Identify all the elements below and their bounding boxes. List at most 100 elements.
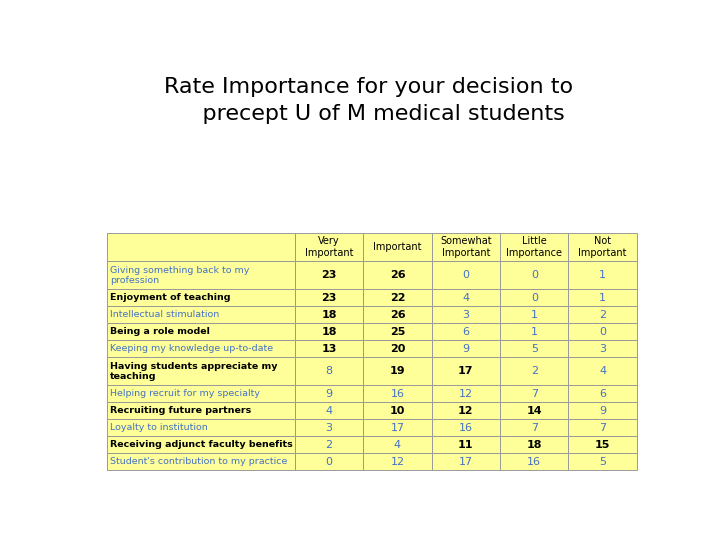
Bar <box>569 419 637 436</box>
Bar <box>107 323 295 340</box>
Text: 14: 14 <box>526 406 542 416</box>
Bar <box>364 385 432 402</box>
Bar <box>295 357 364 385</box>
Bar <box>364 340 432 357</box>
Bar <box>364 453 432 470</box>
Bar <box>295 261 364 289</box>
Bar <box>432 261 500 289</box>
Text: 17: 17 <box>459 457 473 467</box>
Bar <box>107 233 295 261</box>
Bar <box>500 323 569 340</box>
Text: Keeping my knowledge up-to-date: Keeping my knowledge up-to-date <box>110 344 273 353</box>
Text: 0: 0 <box>531 293 538 303</box>
Text: Being a role model: Being a role model <box>110 327 210 336</box>
Text: 23: 23 <box>321 293 337 303</box>
Bar <box>500 233 569 261</box>
Bar <box>107 340 295 357</box>
Text: 19: 19 <box>390 366 405 376</box>
Bar <box>295 306 364 323</box>
Bar <box>107 289 295 306</box>
Text: 10: 10 <box>390 406 405 416</box>
Bar <box>364 306 432 323</box>
Text: 20: 20 <box>390 344 405 354</box>
Bar <box>107 436 295 453</box>
Bar <box>500 306 569 323</box>
Text: 1: 1 <box>599 270 606 280</box>
Bar <box>500 402 569 419</box>
Text: Student's contribution to my practice: Student's contribution to my practice <box>110 457 287 466</box>
Bar <box>569 402 637 419</box>
Text: 4: 4 <box>394 440 401 450</box>
Text: 3: 3 <box>599 344 606 354</box>
Bar <box>295 385 364 402</box>
Bar <box>432 233 500 261</box>
Text: Somewhat
Important: Somewhat Important <box>440 237 492 258</box>
Bar <box>500 340 569 357</box>
Text: 4: 4 <box>462 293 469 303</box>
Text: 26: 26 <box>390 270 405 280</box>
Bar <box>569 323 637 340</box>
Bar <box>107 453 295 470</box>
Text: 9: 9 <box>462 344 469 354</box>
Bar <box>500 385 569 402</box>
Text: 17: 17 <box>390 423 405 433</box>
Bar <box>569 385 637 402</box>
Bar <box>295 323 364 340</box>
Bar <box>107 419 295 436</box>
Text: 2: 2 <box>599 310 606 320</box>
Bar <box>432 419 500 436</box>
Bar <box>432 340 500 357</box>
Bar <box>364 233 432 261</box>
Bar <box>364 323 432 340</box>
Text: 4: 4 <box>325 406 333 416</box>
Text: Rate Importance for your decision to
    precept U of M medical students: Rate Importance for your decision to pre… <box>164 77 574 124</box>
Text: 22: 22 <box>390 293 405 303</box>
Text: 8: 8 <box>325 366 333 376</box>
Text: 1: 1 <box>599 293 606 303</box>
Text: 5: 5 <box>531 344 538 354</box>
Text: 26: 26 <box>390 310 405 320</box>
Bar <box>364 402 432 419</box>
Text: Having students appreciate my
teaching: Having students appreciate my teaching <box>110 362 278 381</box>
Bar <box>432 289 500 306</box>
Bar <box>569 436 637 453</box>
Bar <box>569 233 637 261</box>
Text: 18: 18 <box>321 327 337 337</box>
Text: Intellectual stimulation: Intellectual stimulation <box>110 310 220 319</box>
Bar <box>432 357 500 385</box>
Text: 7: 7 <box>599 423 606 433</box>
Text: 9: 9 <box>325 389 333 399</box>
Bar <box>364 261 432 289</box>
Text: 5: 5 <box>599 457 606 467</box>
Text: Giving something back to my
profession: Giving something back to my profession <box>110 266 249 285</box>
Bar <box>500 357 569 385</box>
Bar <box>364 357 432 385</box>
Text: 0: 0 <box>462 270 469 280</box>
Bar <box>295 289 364 306</box>
Text: 16: 16 <box>459 423 473 433</box>
Bar <box>295 453 364 470</box>
Bar <box>432 323 500 340</box>
Bar <box>364 289 432 306</box>
Text: 23: 23 <box>321 270 337 280</box>
Text: 18: 18 <box>526 440 542 450</box>
Text: 13: 13 <box>321 344 337 354</box>
Bar <box>107 402 295 419</box>
Text: Very
Important: Very Important <box>305 237 354 258</box>
Text: 0: 0 <box>531 270 538 280</box>
Text: Loyalty to institution: Loyalty to institution <box>110 423 208 432</box>
Bar <box>295 340 364 357</box>
Bar <box>569 453 637 470</box>
Text: 18: 18 <box>321 310 337 320</box>
Text: 7: 7 <box>531 389 538 399</box>
Bar <box>432 306 500 323</box>
Bar <box>569 357 637 385</box>
Text: 12: 12 <box>459 389 473 399</box>
Bar <box>295 436 364 453</box>
Text: 16: 16 <box>527 457 541 467</box>
Bar <box>569 340 637 357</box>
Text: Enjoyment of teaching: Enjoyment of teaching <box>110 293 230 302</box>
Text: 3: 3 <box>462 310 469 320</box>
Bar <box>295 402 364 419</box>
Bar <box>569 261 637 289</box>
